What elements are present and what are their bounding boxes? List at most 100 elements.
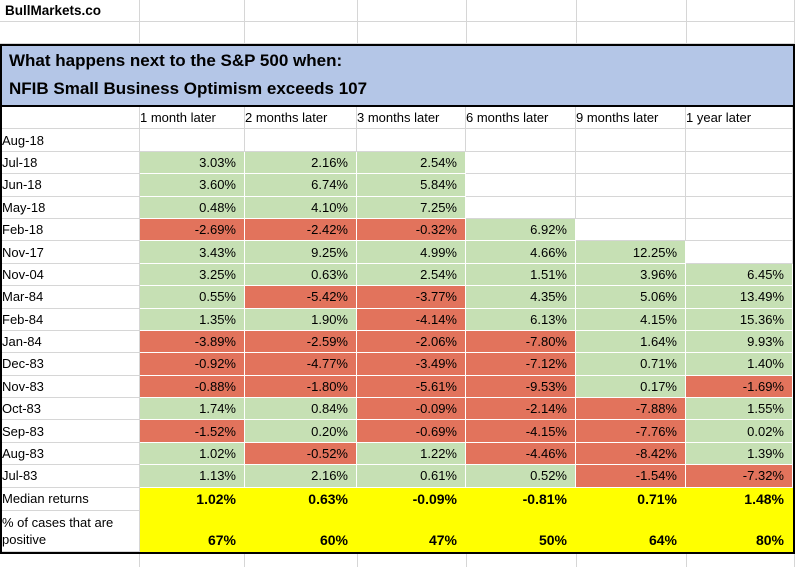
table-row: Jun-18 3.60% 6.74% 5.84% <box>2 174 793 197</box>
return-cell: -2.59% <box>245 330 357 354</box>
return-cell: -3.49% <box>357 353 466 376</box>
return-cell: -2.69% <box>140 218 245 242</box>
empty-cell <box>358 553 467 567</box>
column-header: 2 months later <box>245 107 357 130</box>
title-line-1: What happens next to the S&P 500 when: <box>9 51 343 70</box>
return-cell: -7.88% <box>576 398 686 421</box>
return-cell: -5.42% <box>245 286 357 309</box>
return-cell: 1.74% <box>140 398 245 421</box>
return-cell: 1.35% <box>140 308 245 331</box>
return-cell: 12.25% <box>576 241 686 264</box>
return-cell: 4.99% <box>357 241 466 264</box>
return-cell: 0.61% <box>357 465 466 488</box>
return-cell: -3.77% <box>357 286 466 309</box>
column-header: 1 year later <box>686 107 793 130</box>
row-label: Jan-84 <box>2 330 140 354</box>
median-value-cell: 1.48% <box>686 487 793 511</box>
return-cell: 3.03% <box>140 151 245 175</box>
empty-cell <box>467 553 577 567</box>
return-cell: -7.76% <box>576 420 686 443</box>
return-cell: 1.40% <box>686 353 793 376</box>
return-cell: -0.32% <box>357 218 466 242</box>
return-cell: 7.25% <box>357 196 466 219</box>
return-cell: 1.55% <box>686 398 793 421</box>
spreadsheet-top-rows: BullMarkets.co <box>0 0 795 44</box>
row-label: Mar-84 <box>2 286 140 309</box>
median-value-cell: 0.71% <box>576 487 686 511</box>
header-row: 1 month later 2 months later 3 months late… <box>2 107 793 130</box>
return-cell: -4.15% <box>466 420 576 443</box>
return-cell: 0.63% <box>245 263 357 287</box>
empty-cell <box>358 0 467 22</box>
return-cell: 1.51% <box>466 263 576 287</box>
pct-positive-value-cell: 64% <box>576 510 686 552</box>
table-row: Feb-18 -2.69% -2.42% -0.32% 6.92% <box>2 218 793 242</box>
table-title-banner: What happens next to the S&P 500 when: N… <box>0 44 795 107</box>
empty-cell <box>0 22 140 44</box>
table-row: Dec-83 -0.92% -4.77% -3.49% -7.12% 0.71% 1.40% <box>2 353 793 376</box>
return-cell <box>140 129 245 152</box>
median-value-cell: 1.02% <box>140 487 245 511</box>
median-value-cell: -0.81% <box>466 487 576 511</box>
return-cell: 2.54% <box>357 151 466 175</box>
return-cell: 0.84% <box>245 398 357 421</box>
pct-positive-value-cell: 80% <box>686 510 793 552</box>
table-row: May-18 0.48% 4.10% 7.25% <box>2 196 793 219</box>
empty-cell <box>467 22 577 44</box>
row-label: Sep-83 <box>2 420 140 443</box>
return-cell: 0.48% <box>140 196 245 219</box>
return-cell: 4.15% <box>576 308 686 331</box>
return-cell: 0.02% <box>686 420 793 443</box>
return-cell: -2.42% <box>245 218 357 242</box>
return-cell: -3.89% <box>140 330 245 354</box>
empty-cell <box>245 0 358 22</box>
return-cell: 9.93% <box>686 330 793 354</box>
returns-table: 1 month later 2 months later 3 months late… <box>2 107 793 552</box>
return-cell: 3.96% <box>576 263 686 287</box>
return-cell: 0.55% <box>140 286 245 309</box>
empty-cell <box>245 22 358 44</box>
return-cell: -0.52% <box>245 442 357 466</box>
table-row: Jul-18 3.03% 2.16% 2.54% <box>2 151 793 175</box>
empty-cell <box>0 553 140 567</box>
row-label: Dec-83 <box>2 353 140 376</box>
table-row: Sep-83 -1.52% 0.20% -0.69% -4.15% -7.76% 0.02% <box>2 420 793 443</box>
returns-table-frame: 1 month later 2 months later 3 months late… <box>0 107 795 554</box>
return-cell: 1.64% <box>576 330 686 354</box>
row-label: Jun-18 <box>2 174 140 197</box>
return-cell: 15.36% <box>686 308 793 331</box>
return-cell: 1.02% <box>140 442 245 466</box>
return-cell: -7.80% <box>466 330 576 354</box>
return-cell <box>466 129 576 152</box>
return-cell <box>576 218 686 242</box>
empty-cell <box>245 553 358 567</box>
spreadsheet-bottom-row <box>0 553 795 567</box>
return-cell: -4.46% <box>466 442 576 466</box>
return-cell: -4.14% <box>357 308 466 331</box>
row-label: Aug-83 <box>2 442 140 466</box>
return-cell: 0.20% <box>245 420 357 443</box>
empty-cell <box>577 22 687 44</box>
pct-positive-value-cell: 60% <box>245 510 357 552</box>
return-cell <box>686 241 793 264</box>
return-cell <box>686 129 793 152</box>
return-cell: 4.35% <box>466 286 576 309</box>
return-cell: 6.45% <box>686 263 793 287</box>
return-cell: -5.61% <box>357 375 466 399</box>
column-header: 6 months later <box>466 107 576 130</box>
return-cell <box>686 196 793 219</box>
median-value-cell: 0.63% <box>245 487 357 511</box>
empty-cell <box>358 22 467 44</box>
return-cell <box>576 174 686 197</box>
return-cell: 5.84% <box>357 174 466 197</box>
table-row: Jul-83 1.13% 2.16% 0.61% 0.52% -1.54% -7.32% <box>2 465 793 488</box>
empty-cell <box>577 553 687 567</box>
table-row: Nov-83 -0.88% -1.80% -5.61% -9.53% 0.17% -1.69… <box>2 375 793 399</box>
row-label: Feb-18 <box>2 218 140 242</box>
return-cell <box>686 218 793 242</box>
return-cell: 1.90% <box>245 308 357 331</box>
empty-cell <box>687 0 795 22</box>
return-cell: 3.43% <box>140 241 245 264</box>
table-row: Aug-18 <box>2 129 793 152</box>
return-cell: -7.32% <box>686 465 793 488</box>
